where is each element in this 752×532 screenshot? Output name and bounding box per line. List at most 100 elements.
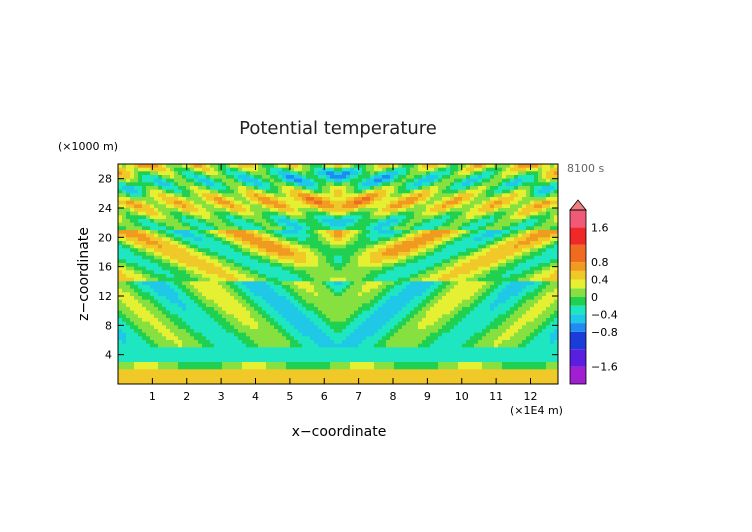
- field-cell: [322, 241, 327, 246]
- field-cell: [270, 325, 275, 330]
- field-cell: [386, 277, 391, 282]
- field-cell: [514, 314, 519, 319]
- field-cell: [370, 255, 375, 260]
- field-cell: [178, 259, 183, 264]
- field-cell: [206, 230, 211, 235]
- field-cell: [266, 178, 271, 183]
- field-cell: [310, 274, 315, 279]
- field-cell: [398, 178, 403, 183]
- field-cell: [374, 303, 379, 308]
- field-cell: [446, 241, 451, 246]
- field-cell: [394, 215, 399, 220]
- field-cell: [382, 241, 387, 246]
- field-cell: [238, 292, 243, 297]
- field-cell: [194, 274, 199, 279]
- field-cell: [286, 164, 291, 169]
- field-cell: [498, 266, 503, 271]
- field-cell: [194, 189, 199, 194]
- field-cell: [222, 233, 227, 238]
- field-cell: [202, 219, 207, 224]
- field-cell: [534, 318, 539, 323]
- field-cell: [498, 193, 503, 198]
- field-cell: [282, 318, 287, 323]
- field-cell: [342, 277, 347, 282]
- field-cell: [222, 303, 227, 308]
- field-cell: [158, 175, 163, 180]
- field-cell: [254, 219, 259, 224]
- field-cell: [290, 230, 295, 235]
- field-cell: [334, 270, 339, 275]
- field-cell: [430, 186, 435, 191]
- field-cell: [118, 226, 123, 231]
- field-cell: [262, 310, 267, 315]
- field-cell: [462, 321, 467, 326]
- field-cell: [514, 281, 519, 286]
- field-cell: [310, 263, 315, 268]
- field-cell: [126, 318, 131, 323]
- field-cell: [146, 200, 151, 205]
- field-cell: [274, 167, 279, 172]
- field-cell: [278, 288, 283, 293]
- field-cell: [522, 310, 527, 315]
- field-cell: [226, 226, 231, 231]
- field-cell: [402, 204, 407, 209]
- field-cell: [226, 164, 231, 169]
- field-cell: [466, 241, 471, 246]
- field-cell: [358, 252, 363, 257]
- field-cell: [398, 226, 403, 231]
- field-cell: [366, 292, 371, 297]
- field-cell: [442, 193, 447, 198]
- field-cell: [286, 204, 291, 209]
- field-cell: [434, 237, 439, 242]
- field-cell: [542, 226, 547, 231]
- field-cell: [118, 186, 123, 191]
- field-cell: [418, 178, 423, 183]
- field-cell: [338, 244, 343, 249]
- field-cell: [526, 200, 531, 205]
- field-cell: [258, 241, 263, 246]
- field-cell: [402, 241, 407, 246]
- field-cell: [162, 178, 167, 183]
- field-cell: [214, 303, 219, 308]
- field-cell: [438, 274, 443, 279]
- field-cell: [286, 200, 291, 205]
- field-cell: [518, 211, 523, 216]
- field-cell: [446, 237, 451, 242]
- field-cell: [294, 310, 299, 315]
- field-cell: [362, 318, 367, 323]
- field-cell: [494, 200, 499, 205]
- field-cell: [518, 314, 523, 319]
- field-cell: [214, 274, 219, 279]
- field-cell: [186, 288, 191, 293]
- field-cell: [550, 219, 555, 224]
- field-cell: [414, 263, 419, 268]
- field-cell: [394, 233, 399, 238]
- field-cell: [510, 285, 515, 290]
- field-cell: [322, 325, 327, 330]
- field-cell: [238, 248, 243, 253]
- field-cell: [182, 296, 187, 301]
- field-cell: [206, 244, 211, 249]
- field-cell: [218, 255, 223, 260]
- field-cell: [126, 226, 131, 231]
- field-cell: [522, 244, 527, 249]
- field-cell: [130, 270, 135, 275]
- field-cell: [318, 266, 323, 271]
- field-cell: [394, 186, 399, 191]
- field-cell: [326, 263, 331, 268]
- field-cell: [162, 266, 167, 271]
- field-cell: [494, 175, 499, 180]
- field-cell: [334, 307, 339, 312]
- field-cell: [306, 281, 311, 286]
- field-cell: [474, 189, 479, 194]
- field-cell: [154, 314, 159, 319]
- field-cell: [258, 215, 263, 220]
- field-cell: [238, 277, 243, 282]
- field-cell: [138, 296, 143, 301]
- field-cell: [326, 197, 331, 202]
- field-cell: [486, 244, 491, 249]
- field-cell: [198, 307, 203, 312]
- field-cell: [442, 208, 447, 213]
- field-cell: [302, 270, 307, 275]
- field-cell: [486, 263, 491, 268]
